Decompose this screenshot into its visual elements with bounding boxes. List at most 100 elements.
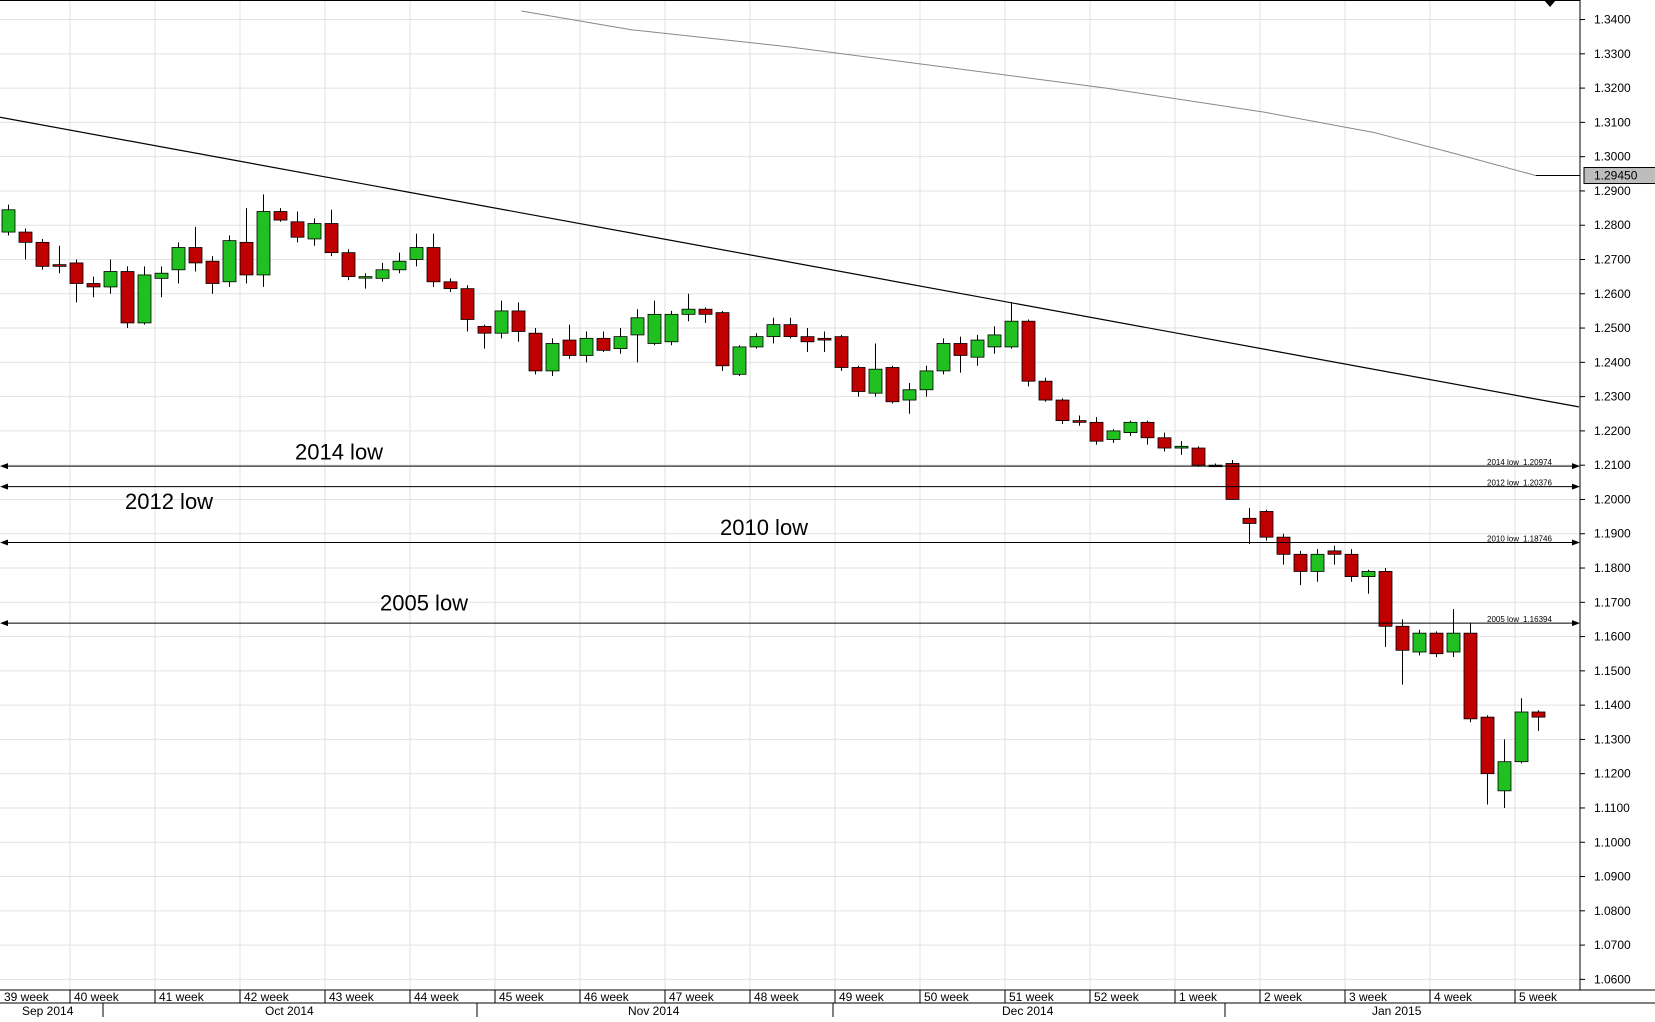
candle-up bbox=[647, 313, 662, 344]
level-tag-value: 1.16394 bbox=[1523, 615, 1552, 624]
month-label: Jan 2015 bbox=[1372, 1004, 1422, 1017]
y-tick-label: 1.1800 bbox=[1594, 561, 1631, 575]
candle-up bbox=[1, 209, 16, 233]
week-label: 42 week bbox=[244, 990, 290, 1004]
y-tick-label: 1.2100 bbox=[1594, 458, 1631, 472]
week-label: 41 week bbox=[159, 990, 205, 1004]
candle-down bbox=[596, 337, 611, 351]
annotation-label: 2014 low bbox=[295, 439, 383, 464]
week-label: 50 week bbox=[924, 990, 970, 1004]
candle-down bbox=[1531, 711, 1546, 718]
week-label: 5 week bbox=[1519, 990, 1558, 1004]
week-label: 4 week bbox=[1434, 990, 1473, 1004]
candle-down bbox=[239, 241, 254, 276]
week-label: 49 week bbox=[839, 990, 885, 1004]
week-label: 3 week bbox=[1349, 990, 1388, 1004]
candle-up bbox=[307, 223, 322, 240]
candle-down bbox=[851, 367, 866, 392]
candle-down bbox=[341, 252, 356, 278]
candle-down bbox=[511, 310, 526, 332]
candle-down bbox=[698, 308, 713, 315]
moving-average-curve bbox=[521, 10, 1536, 176]
price-axis: 1.3400 1.3300 1.3200 1.3100 1.3000 1.2900 1.28… bbox=[1579, 0, 1655, 990]
y-tick-label: 1.2300 bbox=[1594, 390, 1631, 404]
week-label: 47 week bbox=[669, 990, 715, 1004]
month-label: Sep 2014 bbox=[22, 1004, 74, 1017]
candle-up bbox=[1361, 571, 1376, 577]
level-annotations: 2014 low 2012 low 2010 low 2005 low bbox=[125, 439, 808, 615]
candle-down bbox=[1157, 437, 1172, 449]
y-tick-label: 1.1600 bbox=[1594, 630, 1631, 644]
candle-down bbox=[1327, 550, 1342, 555]
level-arrow-right bbox=[1572, 483, 1580, 490]
month-label: Oct 2014 bbox=[265, 1004, 314, 1017]
week-label: 43 week bbox=[329, 990, 375, 1004]
week-label: 48 week bbox=[754, 990, 800, 1004]
level-arrow-right bbox=[1572, 463, 1580, 470]
candle-down bbox=[1038, 380, 1053, 401]
level-tag: 2005 low bbox=[1487, 615, 1519, 624]
candle-up bbox=[409, 247, 424, 260]
candle-up bbox=[494, 310, 509, 334]
support-levels: 2014 low 1.20974 2012 low 1.20376 2010 low 1.… bbox=[0, 458, 1580, 627]
candle-down bbox=[834, 336, 849, 368]
candle-down bbox=[885, 367, 900, 403]
candle-up bbox=[171, 247, 186, 271]
candle-down bbox=[443, 281, 458, 290]
y-tick-label: 1.1400 bbox=[1594, 698, 1631, 712]
y-tick-label: 1.1900 bbox=[1594, 527, 1631, 541]
y-tick-label: 1.3100 bbox=[1594, 115, 1631, 129]
candle-down bbox=[18, 231, 33, 243]
y-tick-label: 1.2700 bbox=[1594, 252, 1631, 266]
candle-up bbox=[137, 274, 152, 324]
candle-up bbox=[358, 276, 373, 279]
candle-up bbox=[766, 324, 781, 338]
candle-down bbox=[1463, 632, 1478, 720]
candle-down bbox=[562, 339, 577, 356]
candle-down bbox=[1259, 511, 1274, 538]
y-tick-label: 1.2000 bbox=[1594, 492, 1631, 506]
candle-up bbox=[936, 343, 951, 372]
candle-up bbox=[256, 211, 271, 276]
candle-up bbox=[579, 337, 594, 356]
week-label: 52 week bbox=[1094, 990, 1140, 1004]
scroll-marker bbox=[1544, 0, 1556, 7]
candle-up bbox=[222, 240, 237, 283]
candle-up bbox=[103, 271, 118, 288]
candle-down bbox=[800, 336, 815, 343]
level-arrow-right bbox=[1572, 539, 1580, 546]
y-tick-label: 1.0900 bbox=[1594, 870, 1631, 884]
y-tick-label: 1.0700 bbox=[1594, 938, 1631, 952]
candle-down bbox=[1429, 632, 1444, 655]
level-tag: 2010 low bbox=[1487, 534, 1519, 543]
y-tick-label: 1.1100 bbox=[1594, 801, 1630, 815]
candle-down bbox=[273, 211, 288, 221]
candle-up bbox=[1497, 761, 1512, 792]
candle-up bbox=[970, 339, 985, 358]
y-tick-label: 1.2800 bbox=[1594, 218, 1631, 232]
y-tick-label: 1.0800 bbox=[1594, 904, 1631, 918]
candle-up bbox=[902, 389, 917, 401]
candle-up bbox=[1106, 430, 1121, 440]
candle-down bbox=[1276, 536, 1291, 555]
candle-up bbox=[1174, 445, 1189, 449]
week-label: 39 week bbox=[4, 990, 50, 1004]
trend-lines bbox=[0, 10, 1580, 408]
candle-up bbox=[1123, 421, 1138, 434]
candle-up bbox=[919, 370, 934, 391]
candle-up bbox=[1310, 553, 1325, 572]
week-label: 40 week bbox=[74, 990, 120, 1004]
candle-down bbox=[1072, 420, 1087, 423]
annotation-label: 2005 low bbox=[380, 590, 468, 615]
y-tick-label: 1.3000 bbox=[1594, 150, 1631, 164]
candle-down bbox=[1378, 571, 1393, 627]
candle-up bbox=[154, 272, 169, 279]
candle-down bbox=[1225, 463, 1240, 500]
candle-down bbox=[69, 262, 84, 284]
candle-down bbox=[426, 247, 441, 283]
candle-up bbox=[392, 260, 407, 271]
level-arrow-left bbox=[0, 463, 8, 470]
candle-down bbox=[460, 288, 475, 320]
annotation-label: 2010 low bbox=[720, 515, 808, 540]
